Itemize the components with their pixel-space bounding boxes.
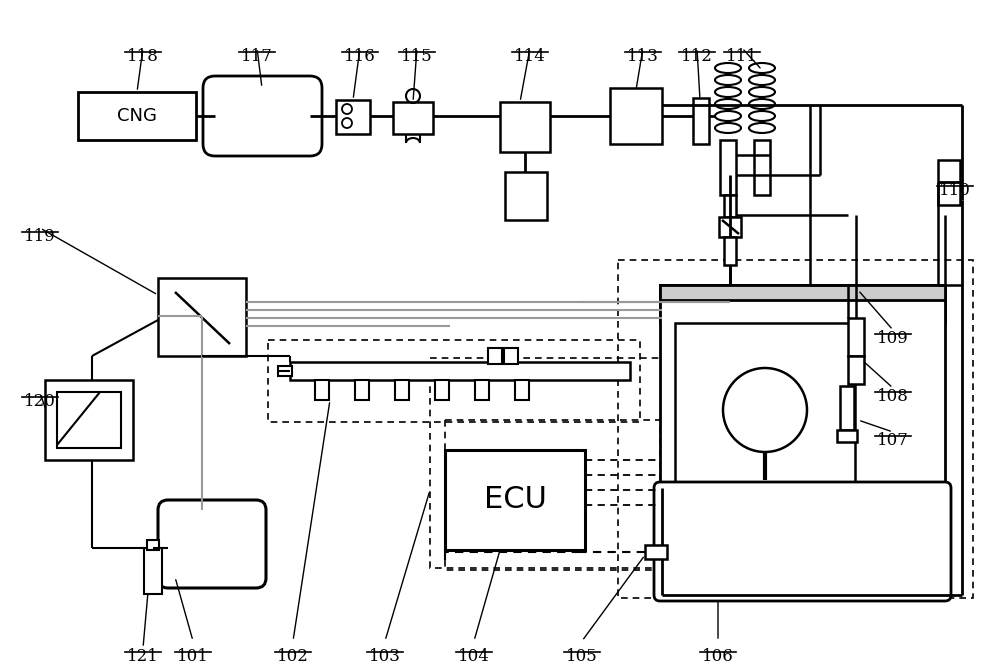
Bar [445,420,660,570]
Bar [500,102,550,152]
Text: 108: 108 [877,388,909,405]
Bar [45,380,133,460]
Bar [848,356,864,384]
FancyBboxPatch shape [654,482,951,601]
Bar [315,380,329,400]
Bar [147,540,159,550]
Bar [393,102,433,134]
Bar [837,430,857,442]
Bar [610,88,662,144]
Text: 119: 119 [24,228,56,245]
Text: 115: 115 [401,48,433,65]
Text: 116: 116 [344,48,376,65]
Bar [278,366,292,376]
Bar [848,318,864,356]
FancyBboxPatch shape [158,500,266,588]
Text: 113: 113 [627,48,659,65]
Bar [724,237,736,265]
Bar [724,195,736,217]
Bar [645,545,667,559]
Text: 120: 120 [24,393,56,410]
Bar [475,380,489,400]
Bar [618,260,973,598]
Text: 112: 112 [681,48,713,65]
Bar [78,92,196,140]
Text: 102: 102 [277,648,309,661]
Bar [395,380,409,400]
Bar [488,348,502,364]
Bar [719,217,741,237]
Bar [720,140,736,195]
Text: 105: 105 [566,648,598,661]
Text: 110: 110 [939,182,971,199]
Bar [660,285,945,323]
Text: 107: 107 [877,432,909,449]
Bar [445,450,585,550]
FancyBboxPatch shape [203,76,322,156]
Text: 104: 104 [458,648,490,661]
Text: 106: 106 [702,648,734,661]
Bar [290,362,630,380]
Bar [430,358,675,568]
Bar [355,380,369,400]
Bar [144,548,162,594]
Bar [693,98,709,144]
Text: 109: 109 [877,330,909,347]
Bar [675,323,855,488]
Text: 103: 103 [369,648,401,661]
Bar [435,380,449,400]
Bar [336,100,370,134]
Text: 121: 121 [127,648,159,661]
Bar [57,392,121,448]
Bar [268,340,640,422]
Bar [158,278,246,356]
Bar [505,172,547,220]
Text: 118: 118 [127,48,159,65]
Text: ECU: ECU [484,485,546,514]
Bar [660,285,945,595]
Bar [938,160,960,205]
Text: 114: 114 [514,48,546,65]
Text: 117: 117 [241,48,273,65]
Bar [504,348,518,364]
Text: CNG: CNG [117,107,157,125]
Bar [660,285,945,300]
Text: 101: 101 [177,648,209,661]
Text: 111: 111 [726,48,758,65]
Bar [515,380,529,400]
Bar [840,386,854,430]
Bar [754,140,770,195]
